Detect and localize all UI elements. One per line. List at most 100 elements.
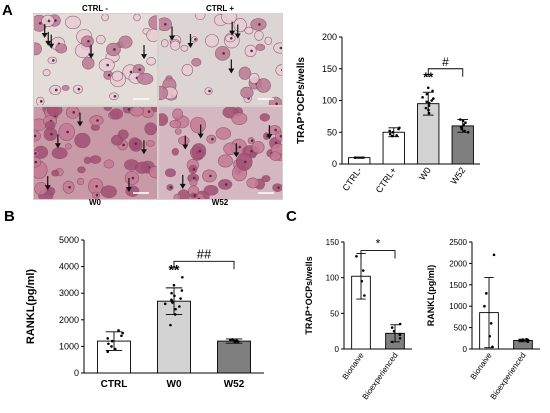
cell-nucleus — [131, 176, 135, 180]
x-tick-label: CTRL- — [340, 165, 363, 192]
micrograph-ctrl-plus — [158, 13, 283, 106]
cell-nucleus — [208, 89, 211, 93]
chart-a: 0 50 100 150 200 TRAP⁺OCPs/wells CTRL- CTRL+ W0 W… — [296, 32, 480, 195]
arrow-head — [234, 33, 241, 39]
arrow-head — [141, 54, 148, 60]
cell — [64, 15, 81, 30]
cell-nucleus — [129, 70, 133, 74]
cell — [189, 178, 198, 187]
cell-nucleus — [106, 63, 109, 67]
arrow-head — [182, 144, 189, 150]
data-point — [163, 302, 167, 306]
cell — [159, 113, 169, 127]
cell — [259, 113, 270, 122]
cell-nucleus — [72, 111, 76, 114]
panel-letter-c: C — [286, 208, 297, 225]
cell-nucleus — [113, 48, 116, 51]
cell-nucleus — [209, 174, 212, 178]
cell — [34, 156, 42, 168]
arrow-head — [233, 152, 240, 158]
data-point — [426, 86, 430, 90]
arrow-head — [45, 40, 52, 46]
cell — [275, 64, 282, 76]
significance-marker: * — [376, 237, 381, 251]
data-point — [398, 333, 402, 337]
x-tick-label: Bioexperienced — [361, 351, 400, 401]
cell-nucleus — [87, 39, 90, 43]
cell-nucleus — [250, 139, 254, 143]
data-point — [169, 323, 172, 327]
cell — [77, 166, 86, 174]
panel-letter-a: A — [2, 2, 13, 19]
data-point — [117, 329, 120, 332]
arrow-head — [169, 35, 176, 41]
cell-nucleus — [122, 143, 125, 147]
data-point — [463, 129, 466, 133]
y-tick-label: 0 — [74, 368, 79, 378]
cell-nucleus — [192, 168, 196, 171]
cell — [240, 86, 254, 99]
cell — [269, 151, 282, 161]
cell-nucleus — [107, 73, 111, 77]
data-point — [388, 129, 391, 133]
y-tick-label: 1000 — [449, 302, 467, 311]
cell — [47, 107, 63, 117]
data-point — [170, 291, 173, 295]
cell-nucleus — [95, 185, 99, 188]
y-axis-label: RANKL(pg/ml) — [25, 269, 37, 344]
cell — [205, 34, 219, 48]
data-point — [178, 305, 181, 308]
cell — [103, 107, 113, 111]
micrograph-texture — [159, 14, 282, 105]
micrograph-caption-w0: W0 — [89, 198, 101, 207]
y-tick-label: 500 — [454, 324, 468, 333]
cell — [273, 42, 282, 54]
arrow-head — [125, 186, 132, 192]
cell — [173, 193, 182, 199]
y-tick-label: 0 — [463, 345, 468, 354]
cell-nucleus — [193, 194, 197, 197]
cell-nucleus — [54, 19, 57, 22]
data-point — [106, 337, 110, 340]
data-point — [432, 97, 435, 100]
data-point — [181, 275, 184, 279]
data-point — [425, 92, 429, 96]
cell-nucleus — [229, 36, 233, 40]
cell — [145, 140, 155, 147]
data-point — [398, 126, 401, 130]
cell-nucleus — [39, 100, 43, 103]
cell-nucleus — [238, 145, 242, 149]
data-point — [172, 283, 176, 287]
cell — [81, 56, 95, 70]
cell — [181, 63, 194, 76]
x-tick-label: CTRL+ — [374, 165, 399, 194]
cell-nucleus — [192, 176, 196, 180]
cell-nucleus — [163, 22, 167, 26]
cell — [74, 132, 91, 149]
arrow-head — [88, 53, 95, 59]
arrow-head — [266, 134, 273, 140]
cell-nucleus — [194, 38, 197, 41]
x-tick-label: Bionaive — [341, 351, 366, 382]
cell-nucleus — [198, 149, 202, 153]
y-tick-label: 150 — [326, 238, 340, 247]
cell-nucleus — [50, 132, 53, 136]
cell — [231, 112, 248, 125]
y-tick-label: 150 — [322, 64, 337, 74]
data-point — [485, 292, 488, 295]
cell-nucleus — [54, 88, 58, 92]
cell-nucleus — [224, 183, 228, 186]
arrow-head — [44, 185, 51, 191]
cell-nucleus — [95, 193, 99, 197]
y-tick-label: 100 — [326, 274, 340, 283]
cell-nucleus — [38, 21, 42, 25]
bar — [217, 340, 251, 374]
y-axis-label: TRAP⁺OCPs/wells — [304, 256, 314, 334]
y-tick-label: 200 — [322, 32, 337, 42]
arrow-head — [228, 68, 235, 74]
cell — [246, 177, 260, 189]
y-tick-label: 50 — [327, 127, 337, 137]
cell — [190, 116, 206, 134]
arrow-head — [41, 33, 48, 39]
comparison-bracket — [360, 250, 396, 259]
